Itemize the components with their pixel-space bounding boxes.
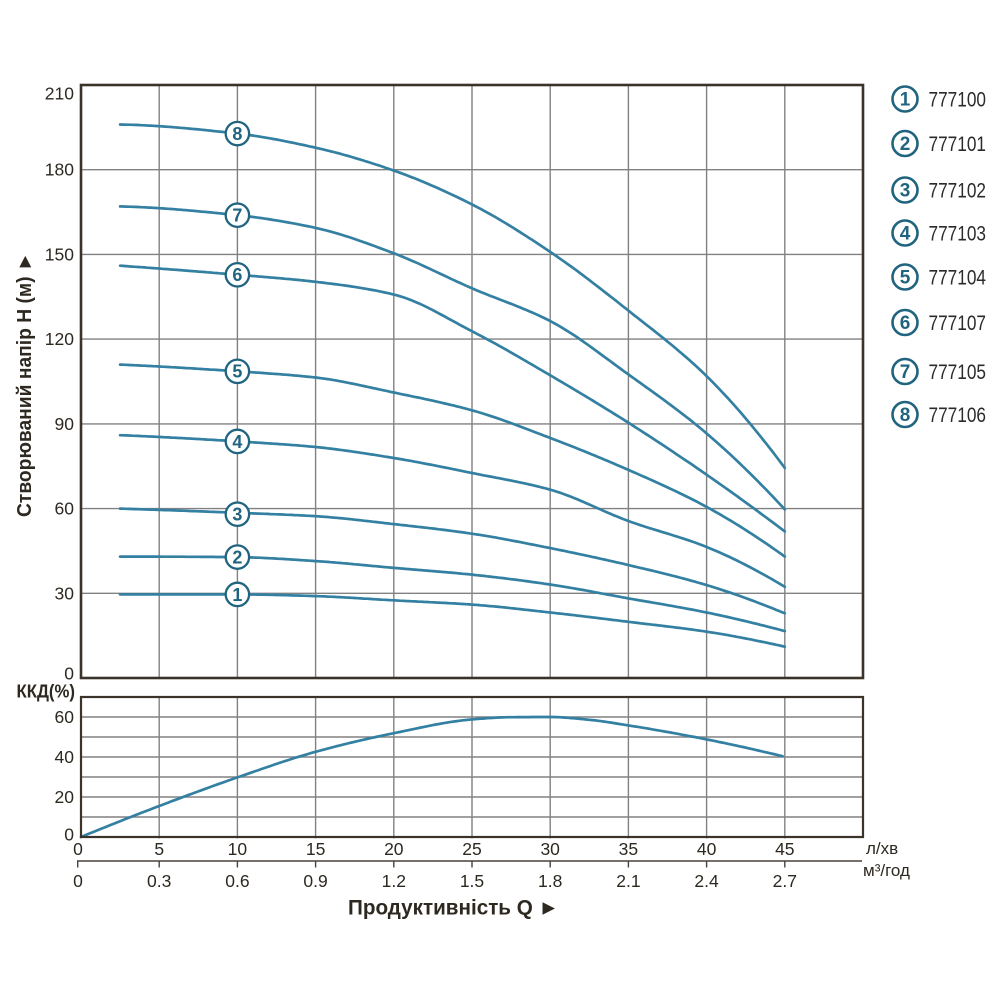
svg-text:3: 3 [900,181,911,202]
svg-text:1.2: 1.2 [382,871,406,891]
svg-text:777106: 777106 [929,404,987,427]
svg-text:35: 35 [619,839,638,859]
svg-text:60: 60 [55,707,75,727]
svg-text:2.7: 2.7 [773,871,797,891]
svg-text:6: 6 [232,265,242,285]
svg-text:0: 0 [73,871,83,891]
svg-text:777101: 777101 [929,133,987,156]
svg-text:2: 2 [232,548,242,568]
svg-text:0: 0 [64,664,74,684]
svg-text:1: 1 [900,90,911,111]
svg-text:Створюваний напір Н (м) ►: Створюваний напір Н (м) ► [14,252,36,517]
svg-text:5: 5 [154,839,164,859]
svg-text:45: 45 [775,839,794,859]
svg-text:4: 4 [232,432,242,452]
svg-text:777100: 777100 [929,88,987,111]
svg-text:777105: 777105 [929,361,987,384]
svg-text:90: 90 [55,414,75,434]
svg-text:10: 10 [228,839,248,859]
svg-text:7: 7 [232,206,242,226]
svg-text:1.8: 1.8 [538,871,562,891]
svg-text:30: 30 [55,583,75,603]
svg-text:120: 120 [45,329,74,349]
svg-text:0: 0 [73,839,83,859]
svg-text:0.9: 0.9 [303,871,327,891]
svg-text:20: 20 [55,787,75,807]
svg-text:777104: 777104 [929,266,987,289]
svg-text:0.3: 0.3 [147,871,171,891]
svg-text:180: 180 [45,160,74,180]
svg-text:1.5: 1.5 [460,871,484,891]
svg-text:2.4: 2.4 [694,871,719,891]
svg-text:30: 30 [540,839,560,859]
svg-text:м³/год: м³/год [863,861,910,880]
svg-text:25: 25 [462,839,481,859]
svg-text:л/хв: л/хв [866,839,898,858]
svg-text:150: 150 [45,244,74,264]
svg-text:777102: 777102 [929,179,987,202]
svg-text:20: 20 [384,839,404,859]
svg-text:7: 7 [900,362,911,383]
svg-text:Продуктивність Q ►: Продуктивність Q ► [348,897,559,920]
svg-text:15: 15 [306,839,325,859]
svg-text:6: 6 [900,313,911,334]
svg-text:1: 1 [232,585,242,605]
svg-text:ККД(%): ККД(%) [17,682,76,702]
svg-text:40: 40 [697,839,717,859]
svg-text:0: 0 [64,825,74,845]
svg-text:60: 60 [55,499,75,519]
svg-text:0.6: 0.6 [225,871,249,891]
svg-text:2.1: 2.1 [616,871,640,891]
svg-text:210: 210 [45,84,74,104]
svg-text:5: 5 [232,362,242,382]
svg-text:8: 8 [232,124,242,144]
svg-text:3: 3 [232,505,242,525]
svg-text:4: 4 [900,224,911,245]
svg-text:8: 8 [900,405,911,426]
svg-text:777107: 777107 [929,312,987,335]
svg-text:5: 5 [900,268,911,289]
svg-text:777103: 777103 [929,222,987,245]
svg-text:2: 2 [900,134,911,155]
svg-text:40: 40 [55,747,75,767]
